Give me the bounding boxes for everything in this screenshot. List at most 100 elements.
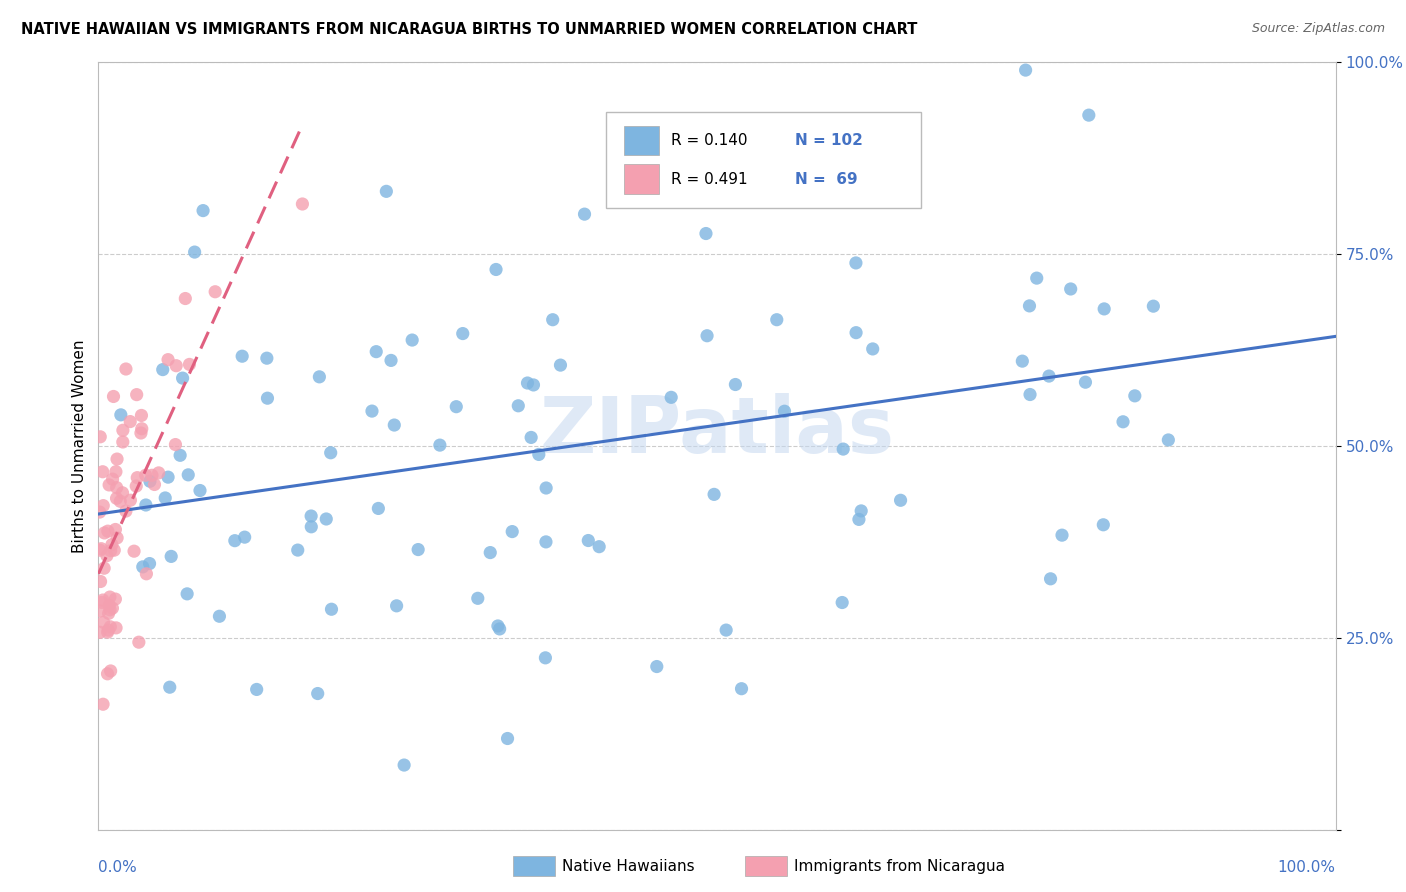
- Point: [696, 328, 718, 343]
- Point: [105, 452, 128, 467]
- Point: [122, 544, 145, 558]
- Point: [496, 731, 519, 746]
- Point: [385, 599, 408, 613]
- Point: [315, 512, 337, 526]
- Point: [172, 371, 194, 385]
- Point: [401, 333, 423, 347]
- Point: [576, 533, 599, 548]
- Point: [1157, 433, 1180, 447]
- Point: [120, 493, 142, 508]
- Point: [1092, 517, 1115, 532]
- Point: [138, 557, 160, 571]
- Point: [148, 466, 170, 480]
- Point: [98, 603, 121, 617]
- Text: 0.0%: 0.0%: [98, 860, 138, 875]
- Point: [645, 659, 668, 673]
- Point: [890, 493, 912, 508]
- Point: [100, 543, 122, 558]
- Point: [897, 175, 920, 189]
- Point: [183, 245, 205, 260]
- Text: ZIPatlas: ZIPatlas: [540, 392, 894, 468]
- Point: [224, 533, 246, 548]
- Point: [361, 404, 384, 418]
- Point: [90, 541, 112, 556]
- Point: [131, 422, 153, 436]
- Point: [100, 664, 122, 678]
- Point: [862, 342, 884, 356]
- Point: [845, 256, 868, 270]
- Point: [111, 485, 134, 500]
- Y-axis label: Births to Unmarried Women: Births to Unmarried Women: [72, 339, 87, 553]
- Point: [1014, 63, 1036, 78]
- Point: [534, 535, 557, 549]
- Point: [98, 620, 121, 634]
- Point: [97, 625, 120, 640]
- Point: [508, 399, 530, 413]
- Point: [486, 619, 509, 633]
- Point: [103, 389, 125, 403]
- Point: [659, 390, 682, 404]
- Point: [321, 602, 343, 616]
- Point: [111, 435, 134, 450]
- Point: [155, 491, 177, 505]
- Point: [695, 227, 717, 241]
- Point: [541, 312, 564, 326]
- Point: [91, 593, 114, 607]
- Point: [1025, 271, 1047, 285]
- FancyBboxPatch shape: [606, 112, 921, 208]
- Point: [97, 607, 120, 621]
- Point: [382, 418, 405, 433]
- Point: [120, 415, 142, 429]
- Point: [90, 574, 112, 589]
- Point: [101, 472, 124, 486]
- Point: [91, 499, 114, 513]
- Point: [208, 609, 231, 624]
- Point: [188, 483, 211, 498]
- Point: [91, 465, 114, 479]
- Point: [1038, 369, 1060, 384]
- Point: [152, 362, 174, 376]
- Point: [845, 326, 868, 340]
- Point: [479, 545, 502, 559]
- Text: Immigrants from Nicaragua: Immigrants from Nicaragua: [794, 859, 1005, 873]
- Point: [527, 447, 550, 461]
- Point: [773, 404, 796, 418]
- Point: [1018, 299, 1040, 313]
- Point: [832, 442, 855, 456]
- Point: [174, 292, 197, 306]
- Point: [1123, 389, 1146, 403]
- Point: [299, 509, 322, 524]
- Point: [104, 523, 127, 537]
- Point: [848, 512, 870, 526]
- Point: [96, 666, 118, 681]
- Point: [157, 470, 180, 484]
- Point: [104, 592, 127, 607]
- Point: [105, 491, 128, 506]
- Point: [1077, 108, 1099, 122]
- Point: [98, 599, 121, 613]
- Point: [98, 590, 121, 604]
- Point: [831, 595, 853, 609]
- Point: [129, 425, 152, 440]
- Point: [91, 595, 114, 609]
- Point: [159, 680, 181, 694]
- Point: [308, 369, 330, 384]
- Point: [1092, 301, 1115, 316]
- Point: [730, 681, 752, 696]
- Point: [501, 524, 523, 539]
- Text: N =  69: N = 69: [794, 171, 858, 186]
- Point: [204, 285, 226, 299]
- Point: [97, 623, 120, 637]
- Point: [143, 477, 166, 491]
- Point: [550, 358, 572, 372]
- Point: [287, 543, 309, 558]
- Point: [1142, 299, 1164, 313]
- Point: [165, 359, 187, 373]
- Point: [105, 621, 128, 635]
- Point: [139, 475, 162, 489]
- Point: [1011, 354, 1033, 368]
- Point: [169, 448, 191, 462]
- Point: [1019, 387, 1042, 401]
- Bar: [624, 126, 659, 155]
- Point: [104, 465, 127, 479]
